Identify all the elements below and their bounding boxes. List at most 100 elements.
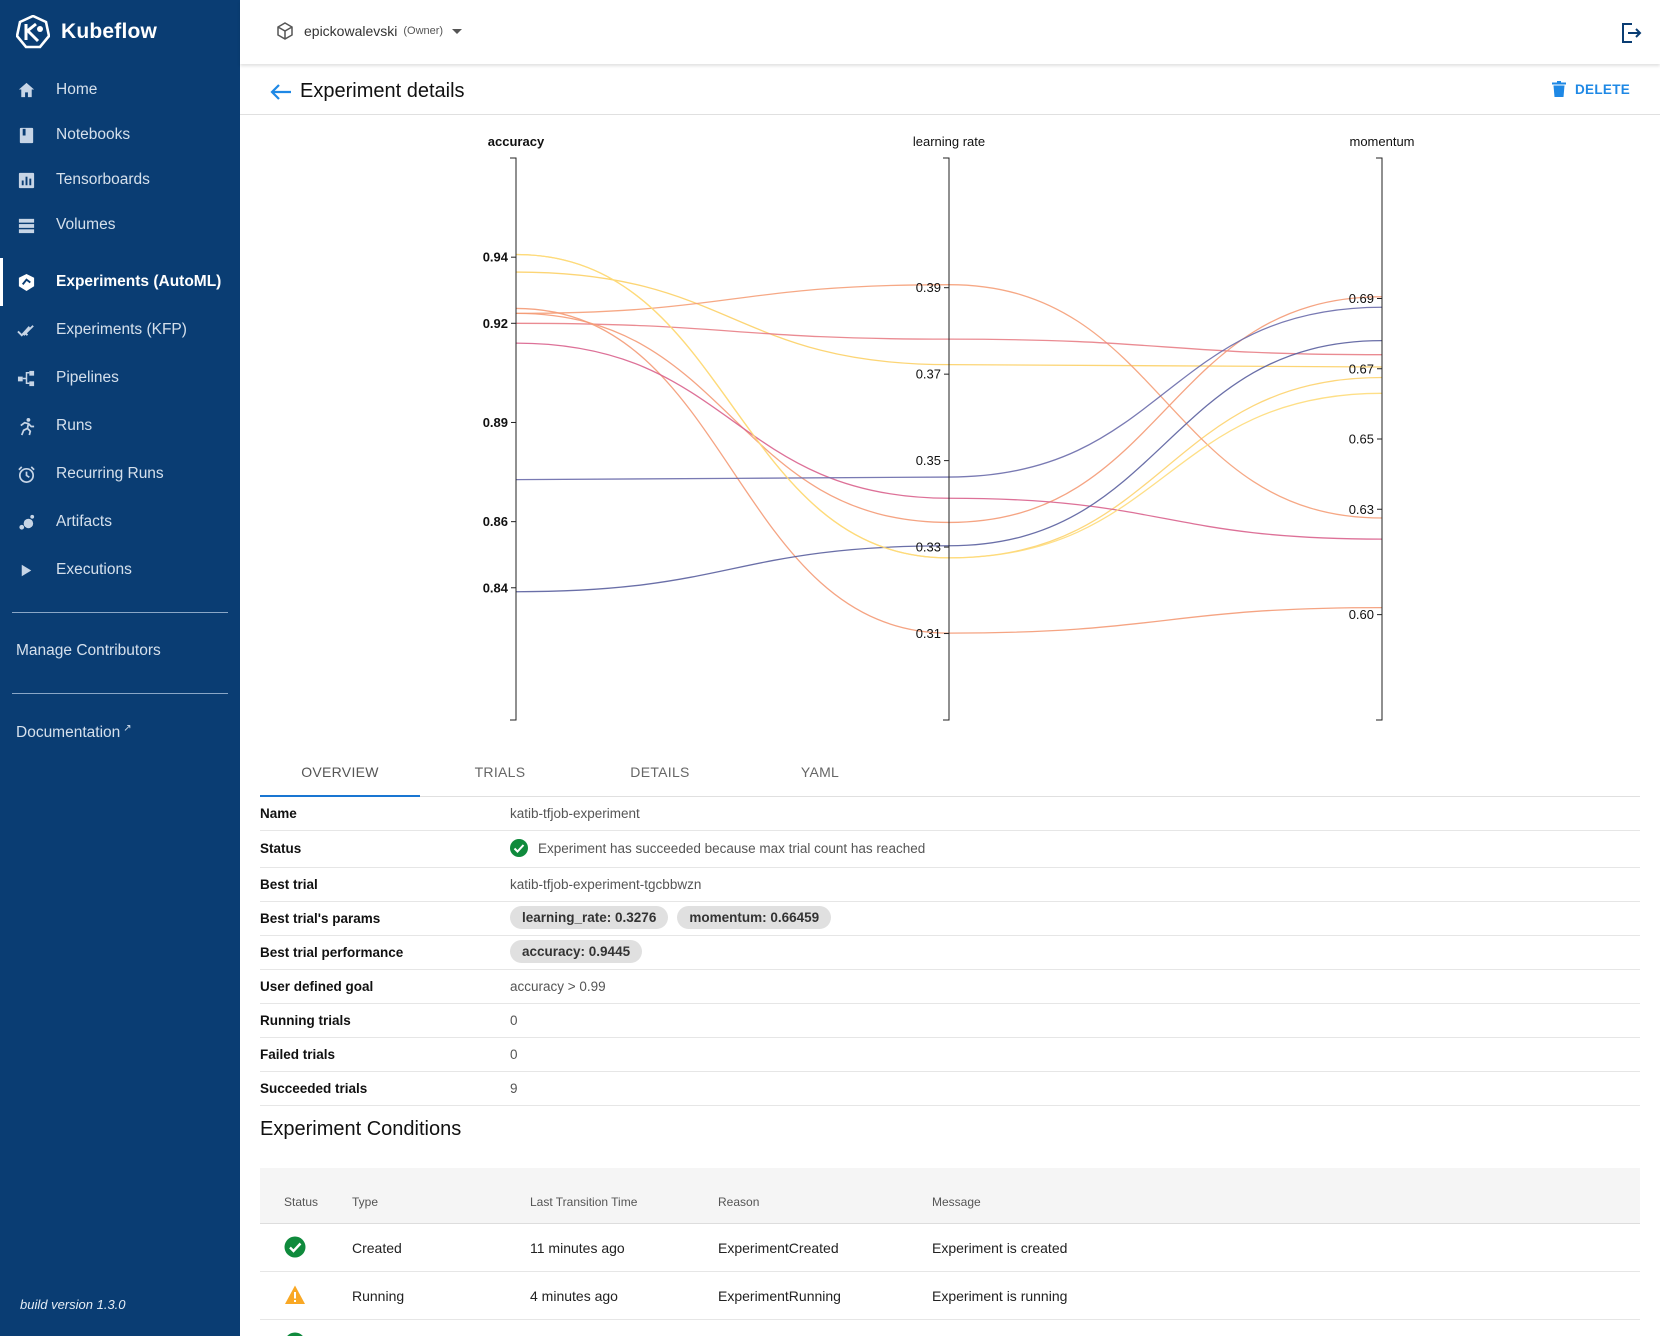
column-header: Reason (718, 1195, 760, 1209)
axis-line (510, 157, 517, 721)
chevron-down-icon (452, 28, 463, 34)
sidebar-item-runs[interactable]: Runs (0, 402, 240, 450)
row-value: 0 (510, 1047, 518, 1062)
overview-row-failed: Failed trials 0 (260, 1038, 1640, 1072)
sidebar-item-experiments-automl[interactable]: Experiments (AutoML) (0, 258, 240, 306)
row-value: 9 (510, 1081, 518, 1096)
row-label: Best trial (260, 877, 318, 892)
sidebar-item-recurring-runs[interactable]: Recurring Runs (0, 450, 240, 498)
row-label: Best trial performance (260, 945, 404, 960)
tick-label: 0.35 (916, 453, 941, 468)
build-version: build version 1.3.0 (20, 1297, 126, 1312)
column-header: Message (932, 1195, 981, 1209)
cell-reason: ExperimentRunning (718, 1288, 841, 1304)
cell-time: 11 minutes ago (530, 1240, 625, 1256)
sidebar-item-home[interactable]: Home (0, 66, 240, 114)
column-header: Last Transition Time (530, 1195, 638, 1209)
sidebar-item-tensorboards[interactable]: Tensorboards (0, 156, 240, 204)
param-chip: momentum: 0.66459 (677, 906, 832, 929)
overview-row-running: Running trials 0 (260, 1004, 1640, 1038)
run-icon (20, 417, 35, 436)
chart-icon (18, 172, 35, 189)
tick-label: 0.67 (1349, 361, 1374, 376)
row-value: accuracy: 0.9445 (510, 940, 651, 963)
check-circle-icon (287, 1332, 303, 1336)
sidebar: Kubeflow Home Notebooks Tensorboards Vol… (0, 0, 240, 1336)
overview-row-goal: User defined goal accuracy > 0.99 (260, 970, 1640, 1004)
namespace-selector[interactable]: epickowalevski (Owner) (276, 22, 463, 40)
sidebar-item-label: Pipelines (56, 369, 119, 386)
sidebar-item-artifacts[interactable]: Artifacts (0, 498, 240, 546)
namespace-role: (Owner) (403, 25, 444, 37)
tick-label: 0.33 (916, 540, 941, 555)
page-header: Experiment details DELETE (240, 64, 1660, 115)
row-value: accuracy > 0.99 (510, 979, 606, 994)
trial-line (515, 340, 1383, 593)
parallel-coordinates-chart: accuracy 0.94 0.92 0.89 0.86 0.84 learning rat… (483, 134, 1415, 721)
axis-title: momentum (1349, 134, 1414, 149)
row-label: Running trials (260, 1013, 351, 1028)
book-icon (19, 127, 34, 144)
column-header: Type (352, 1195, 379, 1209)
artifact-icon (19, 514, 35, 530)
axis-title: accuracy (488, 134, 545, 149)
sidebar-item-label: Volumes (56, 216, 116, 233)
home-icon (18, 82, 35, 98)
row-value: Experiment has succeeded because max tri… (510, 839, 925, 857)
row-value: katib-tfjob-experiment-tgcbbwzn (510, 877, 702, 892)
kubeflow-logo-icon (16, 15, 50, 49)
trial-line (515, 306, 1383, 481)
tick-label: 0.94 (483, 250, 509, 265)
done-all-icon (17, 325, 34, 337)
overview-row-succeeded: Succeeded trials 9 (260, 1072, 1640, 1106)
cell-message: Experiment is created (932, 1240, 1068, 1256)
tick-label: 0.31 (916, 626, 941, 641)
table-row (260, 1320, 1640, 1336)
documentation-link[interactable]: Documentation ↗ (16, 723, 132, 742)
row-label: Succeeded trials (260, 1081, 368, 1096)
overview-row-name: Name katib-tfjob-experiment (260, 797, 1640, 831)
sidebar-item-label: Tensorboards (56, 171, 150, 188)
tick-label: 0.92 (483, 316, 508, 331)
sidebar-item-label: Runs (56, 417, 93, 434)
manage-contributors-link[interactable]: Manage Contributors (16, 642, 161, 659)
tick-label: 0.60 (1349, 607, 1374, 622)
sidebar-item-label: Experiments (AutoML) (56, 273, 222, 290)
trial-line (515, 284, 1383, 519)
sidebar-item-experiments-kfp[interactable]: Experiments (KFP) (0, 306, 240, 354)
brand-name: Kubeflow (61, 20, 158, 43)
sidebar-item-label: Recurring Runs (56, 465, 164, 482)
trial-line (515, 307, 1383, 634)
row-label: Status (260, 841, 302, 856)
param-chip: learning_rate: 0.3276 (510, 906, 669, 929)
row-value: katib-tfjob-experiment (510, 806, 640, 821)
table-header: Status Type Last Transition Time Reason … (260, 1168, 1640, 1224)
sidebar-item-notebooks[interactable]: Notebooks (0, 111, 240, 159)
cell-type: Running (352, 1288, 405, 1304)
delete-button[interactable]: DELETE (1552, 81, 1630, 97)
sidebar-item-executions[interactable]: Executions (0, 546, 240, 594)
tab-overview[interactable]: OVERVIEW (260, 755, 420, 797)
cube-icon (277, 22, 293, 40)
sidebar-divider (12, 693, 228, 694)
row-label: Failed trials (260, 1047, 336, 1062)
brand[interactable]: Kubeflow (16, 14, 157, 50)
tab-bar: OVERVIEW TRIALS DETAILS YAML (260, 755, 1640, 797)
row-value: 0 (510, 1013, 518, 1028)
sidebar-item-label: Executions (56, 561, 132, 578)
sidebar-item-volumes[interactable]: Volumes (0, 201, 240, 249)
sidebar-item-pipelines[interactable]: Pipelines (0, 354, 240, 402)
overview-row-best-params: Best trial's params learning_rate: 0.327… (260, 902, 1640, 936)
axis-line (943, 157, 950, 721)
tab-details[interactable]: DETAILS (630, 764, 690, 780)
page-title: Experiment details (300, 80, 465, 102)
logout-icon[interactable] (1619, 21, 1643, 45)
tab-yaml[interactable]: YAML (800, 764, 840, 780)
status-text: Experiment has succeeded because max tri… (538, 840, 926, 856)
sidebar-divider (12, 612, 228, 613)
tab-trials[interactable]: TRIALS (474, 764, 526, 780)
sidebar-item-label: Notebooks (56, 126, 131, 143)
tick-label: 0.89 (483, 415, 508, 430)
cell-message: Experiment is running (932, 1288, 1068, 1304)
back-arrow-icon[interactable] (270, 83, 292, 101)
